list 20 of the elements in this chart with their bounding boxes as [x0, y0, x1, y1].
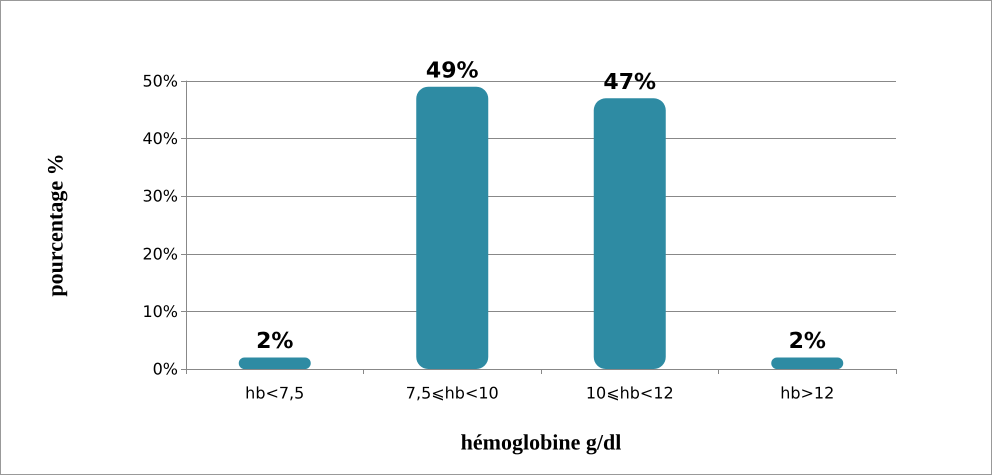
y-tick-label: 10% — [142, 302, 178, 321]
y-axis-title: pourcentage % — [42, 153, 68, 297]
x-tick-label: hb<7,5 — [245, 384, 304, 402]
bar — [416, 86, 488, 369]
bar — [238, 357, 311, 369]
data-label: 49% — [426, 58, 479, 84]
data-label: 47% — [603, 70, 656, 95]
bar — [771, 357, 844, 369]
x-tick-label: hb>12 — [780, 384, 834, 402]
bar — [594, 98, 666, 369]
data-label: 2% — [788, 328, 826, 354]
y-tick-label: 50% — [142, 72, 178, 90]
y-tick-label: 30% — [142, 186, 178, 206]
y-tick-label: 0% — [152, 360, 178, 378]
x-axis-title: hémoglobine g/dl — [460, 430, 622, 454]
y-tick-label: 40% — [142, 129, 178, 148]
y-tick-label: 20% — [142, 244, 178, 264]
x-tick-label: 10⩽hb<12 — [586, 384, 674, 402]
x-tick-label: 7,5⩽hb<10 — [406, 384, 499, 402]
data-label: 2% — [256, 328, 294, 354]
